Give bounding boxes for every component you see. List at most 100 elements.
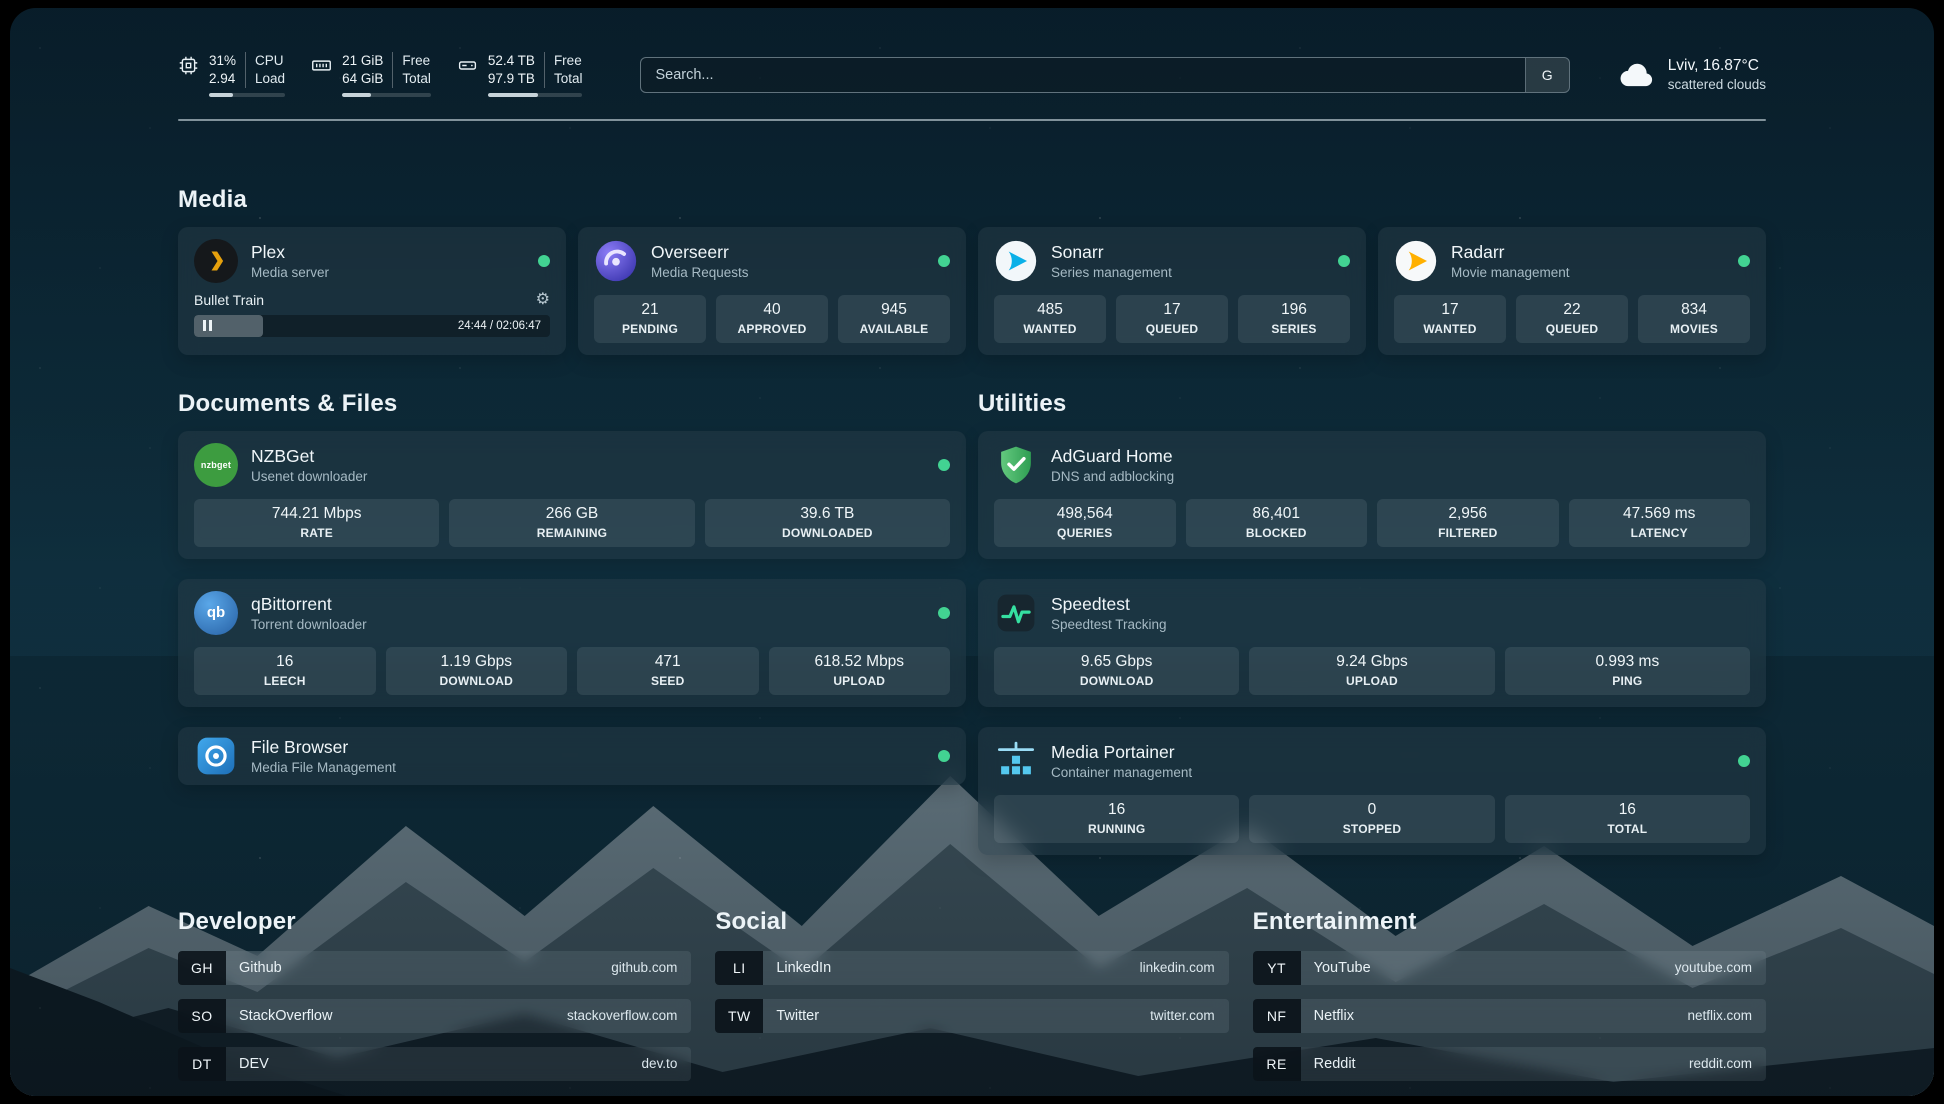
app-card-filebrowser[interactable]: File Browser Media File Management bbox=[178, 726, 966, 785]
stat-wanted: 17 WANTED bbox=[1394, 294, 1506, 343]
youtube-icon: YT bbox=[1252, 950, 1301, 985]
app-card-qbittorrent[interactable]: qb qBittorrent Torrent downloader 16 bbox=[178, 578, 966, 707]
stat-upload: 618.52 Mbps UPLOAD bbox=[768, 646, 950, 695]
bookmarks-developer: Developer GH Github github.com SO StackO… bbox=[178, 907, 692, 1081]
stackoverflow-icon: SO bbox=[178, 998, 226, 1033]
app-card-plex[interactable]: Plex Media server Bullet Train ⚙ 24:44 /… bbox=[178, 226, 566, 355]
disk-label-bottom: Total bbox=[553, 71, 583, 87]
cpu-progress-bar bbox=[209, 93, 286, 98]
qbittorrent-icon: qb bbox=[194, 590, 238, 635]
search-input[interactable] bbox=[641, 66, 1525, 83]
app-card-overseerr[interactable]: Overseerr Media Requests 21 PENDING 40 A… bbox=[578, 226, 966, 355]
cloud-icon bbox=[1618, 60, 1656, 90]
app-name: Media Portainer bbox=[1051, 741, 1175, 762]
disk-total-value: 97.9 TB bbox=[487, 71, 535, 87]
app-name: Radarr bbox=[1451, 241, 1505, 262]
status-dot bbox=[1738, 754, 1750, 767]
app-card-sonarr[interactable]: Sonarr Series management 485 WANTED 17 Q… bbox=[978, 226, 1366, 355]
app-subtitle: Media File Management bbox=[251, 759, 396, 775]
app-card-nzbget[interactable]: nzbget NZBGet Usenet downloader 744.21 M… bbox=[178, 430, 966, 559]
cpu-icon bbox=[178, 55, 199, 97]
disk-label-top: Free bbox=[553, 53, 582, 68]
ram-label-bottom: Total bbox=[402, 71, 431, 87]
weather-location: Lviv, 16.87°C bbox=[1667, 57, 1759, 75]
section-media: Media Plex Media server bbox=[178, 185, 1766, 355]
twitter-icon: TW bbox=[715, 998, 764, 1033]
stat-blocked: 86,401 BLOCKED bbox=[1185, 498, 1367, 547]
playback-progress-bar[interactable]: 24:44 / 02:06:47 bbox=[194, 314, 550, 337]
search-bar: G bbox=[640, 56, 1570, 93]
pause-icon[interactable] bbox=[203, 320, 212, 332]
disk-icon bbox=[457, 55, 478, 97]
filebrowser-icon bbox=[194, 734, 238, 778]
stat-download: 9.65 Gbps DOWNLOAD bbox=[994, 646, 1240, 695]
app-name: Overseerr bbox=[651, 241, 729, 262]
weather-widget: Lviv, 16.87°C scattered clouds bbox=[1618, 57, 1766, 92]
portainer-icon bbox=[994, 739, 1038, 783]
radarr-icon bbox=[1394, 239, 1438, 283]
stat-latency: 47.569 ms LATENCY bbox=[1568, 498, 1750, 547]
status-dot bbox=[938, 458, 950, 471]
app-subtitle: DNS and adblocking bbox=[1051, 468, 1175, 484]
status-dot bbox=[938, 254, 950, 267]
cpu-label-bottom: Load bbox=[255, 71, 286, 87]
linkedin-icon: LI bbox=[715, 950, 764, 985]
stat-queries: 498,564 QUERIES bbox=[994, 498, 1176, 547]
section-title-media: Media bbox=[178, 185, 248, 213]
cpu-percent: 31% bbox=[209, 53, 237, 68]
stat-total: 16 TOTAL bbox=[1504, 794, 1750, 843]
cpu-widget: 31% 2.94 CPU Load bbox=[178, 52, 286, 98]
bookmark-twitter[interactable]: TW Twitter twitter.com bbox=[715, 998, 1229, 1033]
section-title-developer: Developer bbox=[178, 907, 296, 935]
app-card-adguard[interactable]: AdGuard Home DNS and adblocking 498,564 … bbox=[978, 430, 1766, 559]
status-dot bbox=[1338, 254, 1350, 267]
github-icon: GH bbox=[178, 950, 226, 985]
stat-upload: 9.24 Gbps UPLOAD bbox=[1249, 646, 1495, 695]
app-card-radarr[interactable]: Radarr Movie management 17 WANTED 22 QUE… bbox=[1378, 226, 1766, 355]
section-title-utilities: Utilities bbox=[978, 389, 1067, 417]
stat-download: 1.19 Gbps DOWNLOAD bbox=[385, 646, 567, 695]
app-card-portainer[interactable]: Media Portainer Container management 16 … bbox=[978, 726, 1766, 855]
app-subtitle: Usenet downloader bbox=[251, 468, 368, 484]
ram-widget: 21 GiB 64 GiB Free Total bbox=[311, 52, 431, 98]
ram-total-value: 64 GiB bbox=[342, 71, 384, 87]
reddit-icon: RE bbox=[1252, 1046, 1301, 1081]
search-engine-button[interactable]: G bbox=[1524, 57, 1569, 92]
stat-wanted: 485 WANTED bbox=[994, 294, 1106, 343]
sonarr-icon bbox=[994, 239, 1038, 283]
bookmark-github[interactable]: GH Github github.com bbox=[178, 950, 692, 985]
disk-free-value: 52.4 TB bbox=[487, 53, 535, 68]
settings-gear-icon[interactable]: ⚙ bbox=[535, 290, 550, 308]
stat-queued: 17 QUEUED bbox=[1116, 294, 1228, 343]
stat-rate: 744.21 Mbps RATE bbox=[194, 498, 440, 547]
bookmark-stackoverflow[interactable]: SO StackOverflow stackoverflow.com bbox=[178, 998, 692, 1033]
bookmark-reddit[interactable]: RE Reddit reddit.com bbox=[1252, 1046, 1766, 1081]
app-subtitle: Series management bbox=[1051, 264, 1172, 280]
cpu-progress-fill bbox=[209, 93, 233, 98]
ram-label-top: Free bbox=[402, 53, 431, 68]
app-card-speedtest[interactable]: Speedtest Speedtest Tracking 9.65 Gbps D… bbox=[978, 578, 1766, 707]
stat-seed: 471 SEED bbox=[577, 646, 759, 695]
netflix-icon: NF bbox=[1252, 998, 1301, 1033]
bookmark-netflix[interactable]: NF Netflix netflix.com bbox=[1252, 998, 1766, 1033]
overseerr-icon bbox=[594, 239, 638, 283]
bookmarks-social: Social LI LinkedIn linkedin.com TW Twitt… bbox=[715, 907, 1229, 1081]
dev-icon: DT bbox=[178, 1046, 226, 1081]
status-dot bbox=[938, 606, 950, 619]
cpu-load-avg: 2.94 bbox=[209, 71, 236, 87]
weather-condition: scattered clouds bbox=[1667, 77, 1766, 93]
app-name: NZBGet bbox=[251, 445, 315, 466]
adguard-icon bbox=[994, 443, 1038, 487]
bookmark-youtube[interactable]: YT YouTube youtube.com bbox=[1252, 950, 1766, 985]
plex-icon bbox=[194, 238, 238, 283]
ram-progress-fill bbox=[342, 93, 372, 98]
bookmark-dev[interactable]: DT DEV dev.to bbox=[178, 1046, 692, 1081]
stat-queued: 22 QUEUED bbox=[1516, 294, 1628, 343]
app-subtitle: Media server bbox=[251, 264, 330, 280]
stat-downloaded: 39.6 TB DOWNLOADED bbox=[704, 498, 950, 547]
app-subtitle: Torrent downloader bbox=[251, 616, 367, 632]
bookmark-linkedin[interactable]: LI LinkedIn linkedin.com bbox=[715, 950, 1229, 985]
status-dot bbox=[1738, 254, 1750, 267]
stat-available: 945 AVAILABLE bbox=[838, 294, 950, 343]
section-title-documents: Documents & Files bbox=[178, 389, 398, 417]
